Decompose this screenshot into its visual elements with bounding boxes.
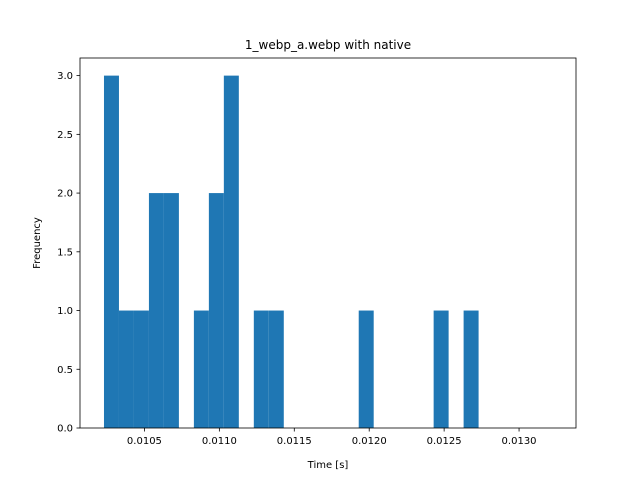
histogram-bar-6: [193, 310, 209, 428]
bars-group: [103, 75, 479, 429]
histogram-bar-2: [133, 310, 149, 428]
x-tick-label-3: 0.0120: [352, 436, 387, 447]
y-axis-ticks: 0.0 0.5 1.0 1.5 2.0 2.5 3.0: [57, 71, 80, 435]
histogram-bar-10: [253, 310, 269, 428]
x-tick-label-0: 0.0105: [127, 436, 162, 447]
y-tick-label-4: 2.0: [57, 189, 73, 200]
y-tick-label-6: 3.0: [57, 71, 73, 82]
y-tick-label-0: 0.0: [57, 424, 73, 435]
histogram-bar-1: [118, 310, 134, 428]
y-tick-label-5: 2.5: [57, 130, 73, 141]
x-tick-label-4: 0.0125: [427, 436, 462, 447]
x-tick-label-2: 0.0115: [277, 436, 312, 447]
histogram-bar-22: [433, 310, 449, 428]
histogram-bar-17: [358, 310, 374, 428]
x-axis-ticks: 0.0105 0.0110 0.0115 0.0120 0.0125 0.0130: [127, 428, 537, 447]
histogram-bar-7: [208, 193, 224, 428]
histogram-bar-8: [223, 75, 239, 429]
histogram-bar-24: [463, 310, 479, 428]
y-axis-label: Frequency: [32, 217, 43, 269]
y-tick-label-3: 1.5: [57, 247, 73, 258]
histogram-bar-0: [103, 75, 119, 429]
histogram-bar-3: [148, 193, 164, 428]
histogram-bar-4: [163, 193, 179, 428]
x-axis-label: Time [s]: [307, 460, 349, 471]
plot-area-frame: [79, 57, 577, 429]
histogram-bar-11: [268, 310, 284, 428]
y-tick-label-1: 0.5: [57, 365, 73, 376]
x-tick-label-5: 0.0130: [502, 436, 537, 447]
chart-title: 1_webp_a.webp with native: [245, 38, 411, 52]
y-tick-label-2: 1.0: [57, 306, 73, 317]
x-tick-label-1: 0.0110: [202, 436, 237, 447]
